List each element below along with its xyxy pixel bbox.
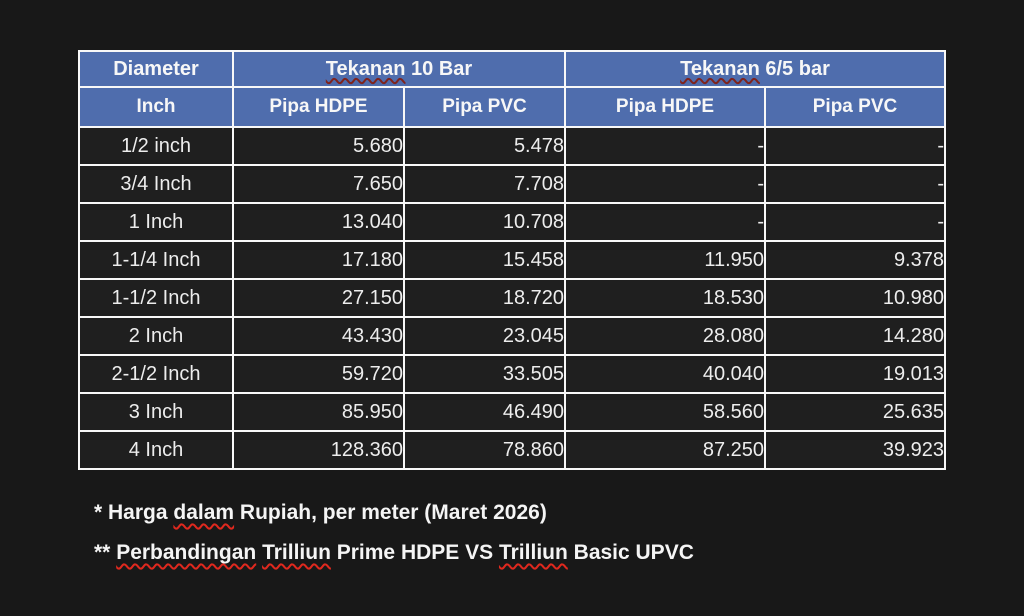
- price-cell: 15.458: [403, 240, 566, 280]
- subheader-pipa-hdpe-65bar: Pipa HDPE: [564, 86, 766, 128]
- price-cell: 18.720: [403, 278, 566, 318]
- table-row: 2 Inch 43.430 23.045 28.080 14.280: [78, 316, 946, 356]
- price-cell: 23.045: [403, 316, 566, 356]
- price-cell: 13.040: [232, 202, 405, 242]
- price-cell: 17.180: [232, 240, 405, 280]
- price-cell: 28.080: [564, 316, 766, 356]
- price-cell: 27.150: [232, 278, 405, 318]
- price-cell: 10.708: [403, 202, 566, 242]
- price-cell: 11.950: [564, 240, 766, 280]
- price-cell: 87.250: [564, 430, 766, 470]
- table-row: 2-1/2 Inch 59.720 33.505 40.040 19.013: [78, 354, 946, 394]
- diameter-cell: 1-1/4 Inch: [78, 240, 234, 280]
- table-row: 3/4 Inch 7.650 7.708 - -: [78, 164, 946, 204]
- price-cell: 78.860: [403, 430, 566, 470]
- diameter-cell: 2-1/2 Inch: [78, 354, 234, 394]
- misspelled-word-trilliun: Trilliun: [498, 541, 568, 564]
- price-cell: 7.708: [403, 164, 566, 204]
- table-row: 1 Inch 13.040 10.708 - -: [78, 202, 946, 242]
- table-row: 1/2 inch 5.680 5.478 - -: [78, 126, 946, 166]
- misspelled-word-tekanan: Tekanan: [680, 57, 760, 80]
- price-cell: -: [564, 126, 766, 166]
- price-cell: 59.720: [232, 354, 405, 394]
- price-cell: 43.430: [232, 316, 405, 356]
- price-cell: 85.950: [232, 392, 405, 432]
- diameter-cell: 3 Inch: [78, 392, 234, 432]
- price-cell: -: [564, 202, 766, 242]
- footnote-1: * Harga dalam Rupiah, per meter (Maret 2…: [94, 499, 694, 526]
- diameter-cell: 1 Inch: [78, 202, 234, 242]
- diameter-cell: 4 Inch: [78, 430, 234, 470]
- price-cell: 46.490: [403, 392, 566, 432]
- header-diameter: Diameter: [78, 50, 234, 88]
- header-row-groups: Diameter Tekanan 10 Bar Tekanan 6/5 bar: [78, 50, 946, 88]
- price-cell: 14.280: [764, 316, 946, 356]
- price-cell: 33.505: [403, 354, 566, 394]
- price-cell: 40.040: [564, 354, 766, 394]
- price-cell: 7.650: [232, 164, 405, 204]
- footnote-2-prefix: **: [94, 541, 117, 564]
- footnote-2: ** Perbandingan Trilliun Prime HDPE VS T…: [94, 539, 694, 566]
- footnote-1-prefix: * Harga: [94, 501, 174, 524]
- diameter-cell: 3/4 Inch: [78, 164, 234, 204]
- price-cell: 9.378: [764, 240, 946, 280]
- subheader-pipa-pvc-10bar: Pipa PVC: [403, 86, 566, 128]
- price-cell: 5.680: [232, 126, 405, 166]
- price-cell: 5.478: [403, 126, 566, 166]
- header-tekanan-10-bar: Tekanan 10 Bar: [232, 50, 566, 88]
- header-tekanan-10-rest: 10 Bar: [405, 57, 473, 80]
- table-row: 4 Inch 128.360 78.860 87.250 39.923: [78, 430, 946, 470]
- footnote-2-rest: Basic UPVC: [567, 541, 694, 564]
- price-cell: 18.530: [564, 278, 766, 318]
- table-row: 1-1/2 Inch 27.150 18.720 18.530 10.980: [78, 278, 946, 318]
- footnote-2-middle: Prime HDPE VS: [330, 541, 499, 564]
- header-tekanan-6-5-bar: Tekanan 6/5 bar: [564, 50, 946, 88]
- price-table: Diameter Tekanan 10 Bar Tekanan 6/5 bar …: [78, 50, 946, 470]
- header-row-columns: Inch Pipa HDPE Pipa PVC Pipa HDPE Pipa P…: [78, 86, 946, 128]
- price-cell: -: [764, 202, 946, 242]
- misspelled-word-dalam: dalam: [173, 501, 235, 524]
- table-row: 1-1/4 Inch 17.180 15.458 11.950 9.378: [78, 240, 946, 280]
- misspelled-word-perbandingan: Perbandingan: [116, 541, 257, 564]
- price-cell: -: [764, 126, 946, 166]
- footnotes: * Harga dalam Rupiah, per meter (Maret 2…: [94, 499, 694, 579]
- table-row: 3 Inch 85.950 46.490 58.560 25.635: [78, 392, 946, 432]
- price-cell: 39.923: [764, 430, 946, 470]
- diameter-cell: 1-1/2 Inch: [78, 278, 234, 318]
- price-cell: 10.980: [764, 278, 946, 318]
- price-cell: 19.013: [764, 354, 946, 394]
- subheader-inch: Inch: [78, 86, 234, 128]
- price-cell: 25.635: [764, 392, 946, 432]
- price-cell: 128.360: [232, 430, 405, 470]
- footnote-1-rest: Rupiah, per meter (Maret 2026): [234, 501, 547, 524]
- diameter-cell: 1/2 inch: [78, 126, 234, 166]
- price-cell: 58.560: [564, 392, 766, 432]
- misspelled-word-tekanan: Tekanan: [325, 57, 406, 80]
- diameter-cell: 2 Inch: [78, 316, 234, 356]
- misspelled-word-trilliun: Trilliun: [262, 541, 331, 564]
- price-cell: -: [764, 164, 946, 204]
- subheader-pipa-hdpe-10bar: Pipa HDPE: [232, 86, 405, 128]
- header-tekanan-65-rest: 6/5 bar: [759, 57, 830, 80]
- price-cell: -: [564, 164, 766, 204]
- subheader-pipa-pvc-65bar: Pipa PVC: [764, 86, 946, 128]
